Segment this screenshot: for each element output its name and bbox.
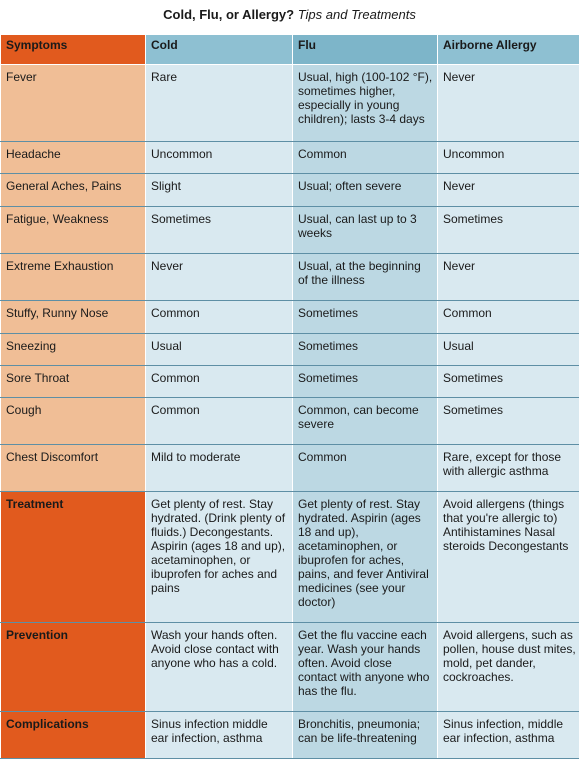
row-label: Fatigue, Weakness <box>0 206 146 254</box>
row-label: Extreme Exhaustion <box>0 253 146 301</box>
cold-cell: Uncommon <box>145 141 293 174</box>
flu-cell: Get the flu vaccine each year. Wash your… <box>292 622 438 712</box>
flu-cell: Common, can become severe <box>292 397 438 445</box>
table-row: Fever Rare Usual, high (100-102 °F), somet… <box>0 64 579 142</box>
section-row: Complications Sinus infection middle ear … <box>0 711 579 759</box>
flu-cell: Sometimes <box>292 300 438 334</box>
cold-cell: Common <box>145 365 293 398</box>
title-subtitle: Tips and Treatments <box>297 7 416 22</box>
header-flu: Flu <box>292 34 438 65</box>
cold-cell: Usual <box>145 333 293 366</box>
allergy-cell: Sometimes <box>437 365 579 398</box>
row-label: General Aches, Pains <box>0 173 146 207</box>
cold-cell: Never <box>145 253 293 301</box>
table-body: Fever Rare Usual, high (100-102 °F), somet… <box>0 64 579 759</box>
page-title: Cold, Flu, or Allergy? Tips and Treatmen… <box>0 7 579 23</box>
allergy-cell: Avoid allergens (things that you're alle… <box>437 491 579 623</box>
flu-cell: Sometimes <box>292 333 438 366</box>
row-label: Treatment <box>0 491 146 623</box>
allergy-cell: Rare, except for those with allergic ast… <box>437 444 579 492</box>
table-row: Stuffy, Runny Nose Common Sometimes Common <box>0 300 579 334</box>
cold-cell: Common <box>145 300 293 334</box>
allergy-cell: Sometimes <box>437 397 579 445</box>
flu-cell: Bronchitis, pneumonia; can be life-threa… <box>292 711 438 759</box>
flu-cell: Usual, at the beginning of the illness <box>292 253 438 301</box>
cold-cell: Rare <box>145 64 293 142</box>
flu-cell: Usual; often severe <box>292 173 438 207</box>
flu-cell: Sometimes <box>292 365 438 398</box>
allergy-cell: Never <box>437 173 579 207</box>
row-label: Headache <box>0 141 146 174</box>
row-label: Stuffy, Runny Nose <box>0 300 146 334</box>
row-label: Complications <box>0 711 146 759</box>
table-row: Headache Uncommon Common Uncommon <box>0 141 579 174</box>
cold-cell: Common <box>145 397 293 445</box>
allergy-cell: Common <box>437 300 579 334</box>
header-cold: Cold <box>145 34 293 65</box>
cold-cell: Sinus infection middle ear infection, as… <box>145 711 293 759</box>
table-row: Sore Throat Common Sometimes Sometimes <box>0 365 579 398</box>
row-label: Sore Throat <box>0 365 146 398</box>
table-row: Sneezing Usual Sometimes Usual <box>0 333 579 366</box>
header-row: Symptoms Cold Flu Airborne Allergy <box>0 34 579 65</box>
allergy-cell: Uncommon <box>437 141 579 174</box>
comparison-table: Symptoms Cold Flu Airborne Allergy Fever… <box>0 34 579 759</box>
table-row: Chest Discomfort Mild to moderate Common Ra… <box>0 444 579 492</box>
section-row: Prevention Wash your hands often. Avoid c… <box>0 622 579 712</box>
allergy-cell: Never <box>437 64 579 142</box>
table-row: General Aches, Pains Slight Usual; often s… <box>0 173 579 207</box>
row-label: Fever <box>0 64 146 142</box>
flu-cell: Get plenty of rest. Stay hydrated. Aspir… <box>292 491 438 623</box>
cold-cell: Sometimes <box>145 206 293 254</box>
flu-cell: Usual, can last up to 3 weeks <box>292 206 438 254</box>
table-row: Fatigue, Weakness Sometimes Usual, can las… <box>0 206 579 254</box>
flu-cell: Common <box>292 141 438 174</box>
section-row: Treatment Get plenty of rest. Stay hydrat… <box>0 491 579 623</box>
row-label: Sneezing <box>0 333 146 366</box>
row-label: Prevention <box>0 622 146 712</box>
header-allergy: Airborne Allergy <box>437 34 579 65</box>
row-label: Chest Discomfort <box>0 444 146 492</box>
allergy-cell: Sometimes <box>437 206 579 254</box>
header-symptoms: Symptoms <box>0 34 146 65</box>
flu-cell: Common <box>292 444 438 492</box>
cold-cell: Mild to moderate <box>145 444 293 492</box>
allergy-cell: Sinus infection, middle ear infection, a… <box>437 711 579 759</box>
row-label: Cough <box>0 397 146 445</box>
allergy-cell: Usual <box>437 333 579 366</box>
title-main: Cold, Flu, or Allergy? <box>163 7 295 22</box>
table-row: Cough Common Common, can become severe Some… <box>0 397 579 445</box>
allergy-cell: Avoid allergens, such as pollen, house d… <box>437 622 579 712</box>
table-row: Extreme Exhaustion Never Usual, at the beg… <box>0 253 579 301</box>
cold-cell: Get plenty of rest. Stay hydrated. (Drin… <box>145 491 293 623</box>
flu-cell: Usual, high (100-102 °F), sometimes high… <box>292 64 438 142</box>
cold-cell: Wash your hands often. Avoid close conta… <box>145 622 293 712</box>
allergy-cell: Never <box>437 253 579 301</box>
cold-cell: Slight <box>145 173 293 207</box>
